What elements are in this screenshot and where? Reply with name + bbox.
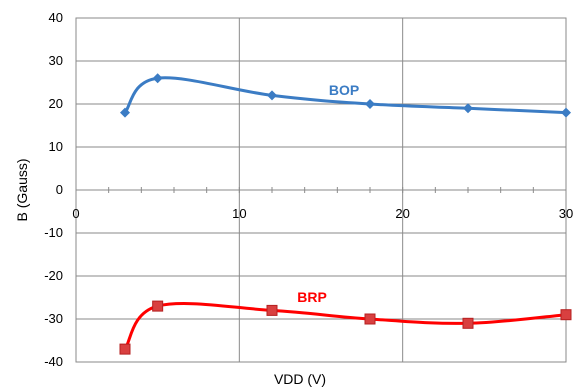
- data-point: [119, 343, 131, 355]
- data-point: [365, 99, 375, 109]
- data-point: [267, 90, 277, 101]
- y-tick-label: 20: [49, 96, 63, 111]
- data-point: [561, 107, 571, 118]
- x-tick-label: 30: [559, 206, 573, 221]
- y-tick-label: 10: [49, 139, 63, 154]
- y-tick-label: 30: [49, 53, 63, 68]
- y-tick-label: -40: [44, 354, 63, 369]
- data-point: [152, 300, 164, 312]
- x-axis-label: VDD (V): [274, 371, 326, 387]
- y-tick-label: -20: [44, 268, 63, 283]
- x-tick-label: 10: [232, 206, 246, 221]
- series: [119, 73, 572, 355]
- data-point: [364, 313, 376, 325]
- data-point: [462, 317, 474, 329]
- y-tick-label: 40: [49, 10, 63, 25]
- axes: [75, 17, 567, 363]
- y-tick-label: -10: [44, 225, 63, 240]
- y-tick-label: -30: [44, 311, 63, 326]
- data-point: [266, 304, 278, 316]
- data-point: [152, 73, 163, 84]
- x-tick-label: 0: [72, 206, 79, 221]
- y-tick-label: 0: [56, 182, 63, 197]
- series-label-brp: BRP: [297, 289, 327, 305]
- y-axis-label: B (Gauss): [14, 158, 30, 221]
- data-point: [560, 309, 572, 321]
- x-tick-label: 20: [395, 206, 409, 221]
- labels: 40 30 20 10 0 -10 -20 -30 -40 0 10 20 30 BOP BRP: [44, 10, 573, 369]
- data-point: [120, 107, 130, 118]
- data-point: [463, 103, 473, 114]
- series-label-bop: BOP: [329, 82, 359, 98]
